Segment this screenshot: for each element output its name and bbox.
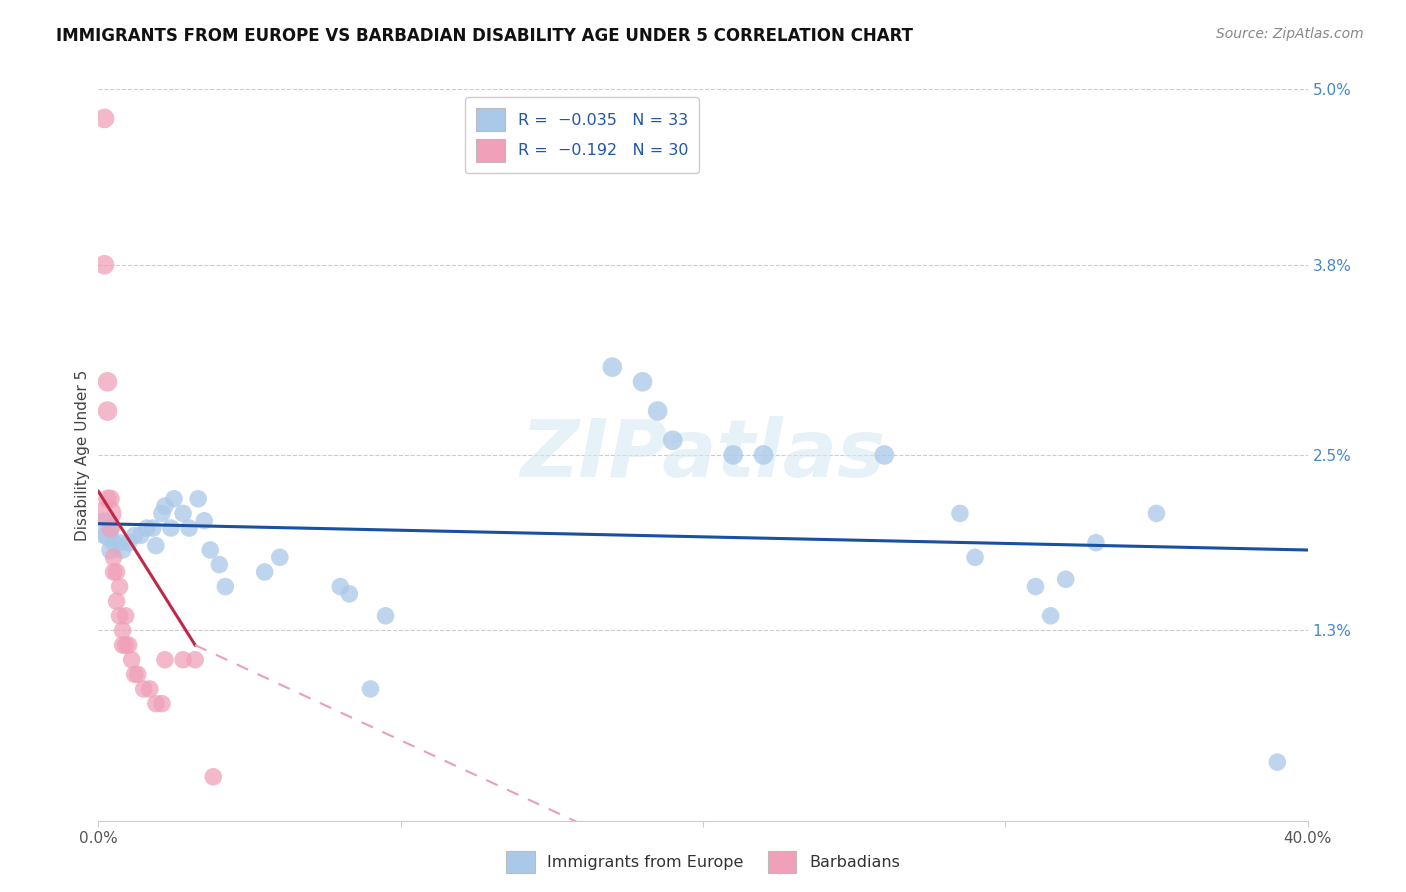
Point — [337, 587, 360, 601]
Point — [111, 624, 134, 638]
Point — [214, 580, 236, 594]
Point — [602, 360, 624, 375]
Point — [1054, 572, 1077, 586]
Point — [1144, 507, 1167, 521]
Point — [100, 543, 122, 558]
Point — [150, 697, 173, 711]
Point — [163, 491, 186, 506]
Point — [127, 667, 149, 681]
Point — [93, 112, 115, 126]
Point — [153, 653, 176, 667]
Point — [96, 528, 118, 542]
Point — [118, 638, 141, 652]
Point — [1267, 755, 1289, 769]
Legend: R =  −0.035   N = 33, R =  −0.192   N = 30: R = −0.035 N = 33, R = −0.192 N = 30 — [465, 97, 699, 173]
Point — [111, 543, 134, 558]
Point — [1024, 580, 1046, 594]
Text: ZIPatlas: ZIPatlas — [520, 416, 886, 494]
Point — [873, 448, 896, 462]
Point — [96, 404, 118, 418]
Point — [93, 521, 115, 535]
Point — [269, 550, 291, 565]
Point — [114, 638, 136, 652]
Point — [108, 535, 131, 549]
Point — [153, 499, 176, 513]
Point — [108, 580, 131, 594]
Point — [103, 550, 125, 565]
Point — [1085, 535, 1108, 549]
Point — [145, 697, 167, 711]
Point — [723, 448, 745, 462]
Point — [111, 638, 134, 652]
Point — [129, 528, 152, 542]
Point — [96, 375, 118, 389]
Point — [100, 521, 122, 535]
Point — [139, 681, 162, 696]
Point — [145, 539, 167, 553]
Point — [329, 580, 352, 594]
Point — [96, 507, 118, 521]
Point — [200, 543, 222, 558]
Point — [142, 521, 165, 535]
Point — [208, 558, 231, 572]
Point — [105, 565, 128, 579]
Point — [949, 507, 972, 521]
Point — [150, 507, 173, 521]
Point — [1039, 608, 1062, 623]
Point — [100, 491, 122, 506]
Point — [114, 608, 136, 623]
Text: IMMIGRANTS FROM EUROPE VS BARBADIAN DISABILITY AGE UNDER 5 CORRELATION CHART: IMMIGRANTS FROM EUROPE VS BARBADIAN DISA… — [56, 27, 914, 45]
Point — [103, 535, 125, 549]
Point — [374, 608, 396, 623]
Point — [179, 521, 201, 535]
Point — [661, 434, 683, 448]
Point — [193, 514, 215, 528]
Text: Source: ZipAtlas.com: Source: ZipAtlas.com — [1216, 27, 1364, 41]
Point — [135, 521, 157, 535]
Point — [132, 681, 155, 696]
Point — [105, 594, 128, 608]
Point — [172, 653, 194, 667]
Point — [360, 681, 382, 696]
Point — [124, 528, 146, 542]
Point — [647, 404, 669, 418]
Point — [184, 653, 207, 667]
Point — [103, 565, 125, 579]
Legend: Immigrants from Europe, Barbadians: Immigrants from Europe, Barbadians — [499, 844, 907, 880]
Point — [202, 770, 225, 784]
Point — [160, 521, 183, 535]
Point — [172, 507, 194, 521]
Point — [108, 608, 131, 623]
Point — [121, 653, 143, 667]
Point — [253, 565, 276, 579]
Point — [187, 491, 209, 506]
Point — [124, 667, 146, 681]
Point — [965, 550, 987, 565]
Point — [752, 448, 775, 462]
Point — [631, 375, 654, 389]
Y-axis label: Disability Age Under 5: Disability Age Under 5 — [75, 369, 90, 541]
Point — [93, 258, 115, 272]
Point — [118, 535, 141, 549]
Point — [96, 491, 118, 506]
